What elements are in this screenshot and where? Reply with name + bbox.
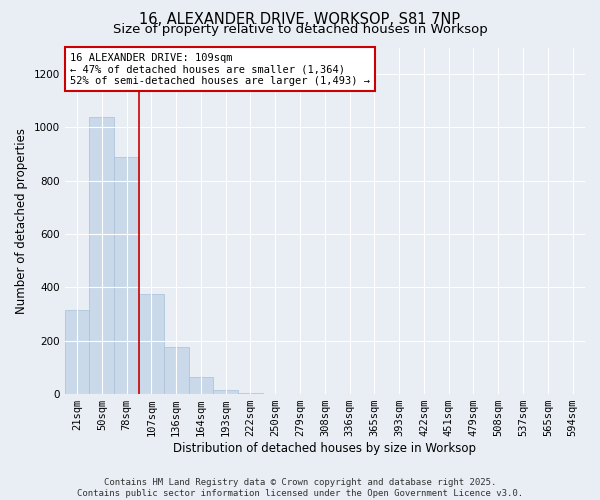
Bar <box>188 377 214 394</box>
Bar <box>114 157 139 394</box>
Text: 16, ALEXANDER DRIVE, WORKSOP, S81 7NP: 16, ALEXANDER DRIVE, WORKSOP, S81 7NP <box>139 12 461 28</box>
Bar <box>238 393 263 394</box>
Bar <box>65 310 89 394</box>
Bar <box>214 390 238 394</box>
Bar <box>164 348 188 394</box>
Text: Contains HM Land Registry data © Crown copyright and database right 2025.
Contai: Contains HM Land Registry data © Crown c… <box>77 478 523 498</box>
Text: 16 ALEXANDER DRIVE: 109sqm
← 47% of detached houses are smaller (1,364)
52% of s: 16 ALEXANDER DRIVE: 109sqm ← 47% of deta… <box>70 52 370 86</box>
Text: Size of property relative to detached houses in Worksop: Size of property relative to detached ho… <box>113 22 487 36</box>
Y-axis label: Number of detached properties: Number of detached properties <box>15 128 28 314</box>
Bar <box>139 294 164 394</box>
Bar <box>89 117 114 394</box>
X-axis label: Distribution of detached houses by size in Worksop: Distribution of detached houses by size … <box>173 442 476 455</box>
